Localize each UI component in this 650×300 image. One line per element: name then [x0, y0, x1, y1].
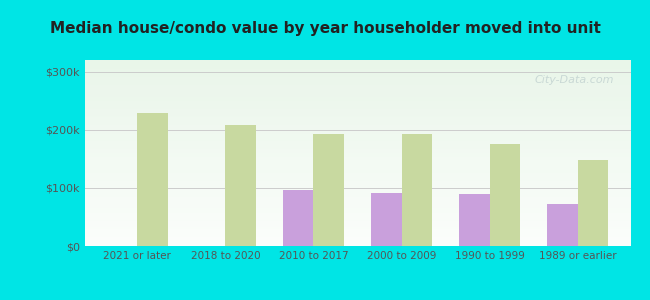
Text: Median house/condo value by year householder moved into unit: Median house/condo value by year househo… — [49, 21, 601, 36]
Text: City-Data.com: City-Data.com — [534, 75, 614, 85]
Bar — [547, 204, 578, 246]
Bar — [283, 190, 313, 246]
Bar — [137, 113, 168, 246]
Bar — [459, 194, 489, 246]
Bar — [489, 144, 521, 246]
Bar — [313, 134, 345, 246]
Bar — [226, 125, 256, 246]
Bar — [370, 193, 402, 246]
Bar — [578, 160, 608, 246]
Bar — [402, 134, 432, 246]
